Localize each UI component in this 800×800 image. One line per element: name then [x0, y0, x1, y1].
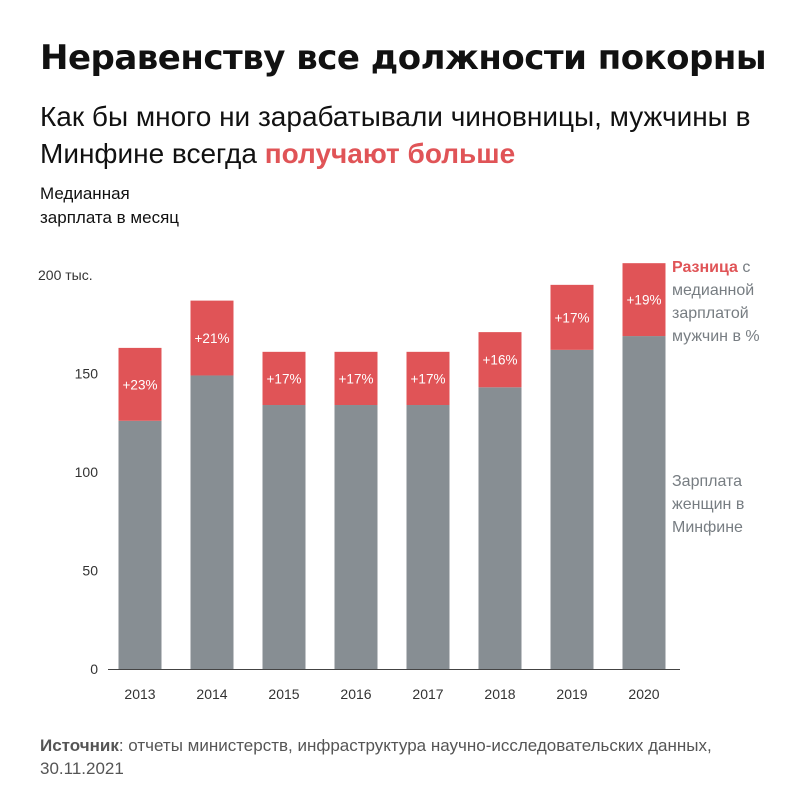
bar-difference [478, 332, 522, 388]
x-tick-label: 2019 [556, 686, 587, 702]
bar-women-salary [190, 375, 234, 669]
bar-data-label: +17% [555, 310, 590, 325]
y-tick-label: 50 [82, 563, 98, 579]
bar-women-salary [622, 336, 666, 669]
bar-data-label: +23% [123, 377, 158, 392]
bar-difference [406, 351, 450, 406]
bar-data-label: +17% [411, 371, 446, 386]
source-label: Источник [40, 736, 119, 755]
y-tick-label: 150 [75, 366, 99, 382]
bar-difference [550, 284, 594, 350]
x-tick-label: 2017 [412, 686, 443, 702]
x-tick-label: 2020 [628, 686, 659, 702]
bar-difference [118, 347, 162, 421]
y-tick-label: 100 [75, 464, 99, 480]
x-tick-label: 2014 [196, 686, 227, 702]
y-axis-label: Медианная зарплата в месяц [40, 184, 180, 227]
bar-women-salary [550, 349, 594, 669]
subtitle-text: Как бы много ни зарабатывали чиновницы, … [40, 101, 751, 169]
bar-difference [190, 300, 234, 376]
x-tick-label: 2015 [268, 686, 299, 702]
bar-difference [622, 263, 666, 337]
y-tick-label: 200 тыс. [38, 267, 93, 283]
x-tick-label: 2013 [124, 686, 155, 702]
bar-data-label: +17% [267, 371, 302, 386]
x-tick-label: 2016 [340, 686, 371, 702]
legend-women-salary: Зарплата женщин в Минфине [672, 473, 745, 536]
bar-women-salary [334, 405, 378, 669]
bar-women-salary [262, 405, 306, 669]
legend-difference: Разница с медианной зарплатой мужчин в % [672, 256, 792, 348]
bar-data-label: +21% [195, 331, 230, 346]
subtitle-highlight: получают больше [264, 138, 516, 169]
bar-data-label: +17% [339, 371, 374, 386]
bar-data-label: +16% [483, 353, 518, 368]
bar-difference [262, 351, 306, 406]
bar-women-salary [118, 420, 162, 669]
y-tick-label: 0 [90, 661, 98, 677]
bar-difference [334, 351, 378, 406]
bar-women-salary [478, 387, 522, 669]
x-tick-label: 2018 [484, 686, 515, 702]
bar-women-salary [406, 405, 450, 669]
legend-difference-text: с медианной зарплатой мужчин в % [672, 259, 760, 345]
source-note: Источник: отчеты министерств, инфраструк… [40, 734, 780, 780]
chart-subtitle: Как бы много ни зарабатывали чиновницы, … [40, 98, 780, 172]
source-text: : отчеты министерств, инфраструктура нау… [40, 736, 712, 778]
chart-title: Неравенству все должности покорны [40, 38, 767, 78]
bar-data-label: +19% [627, 293, 662, 308]
legend-difference-lead: Разница [672, 259, 738, 276]
